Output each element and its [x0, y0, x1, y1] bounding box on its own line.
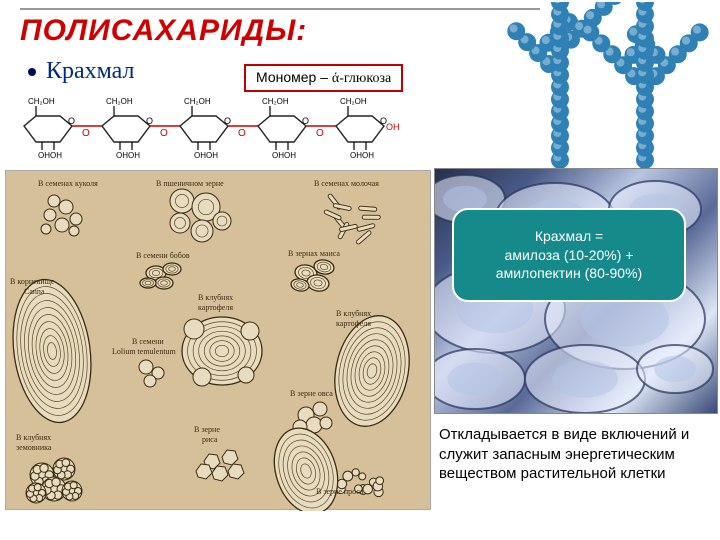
monomer-greek: ά-глюкоза — [332, 71, 391, 86]
svg-text:OH: OH — [272, 151, 284, 160]
svg-text:OH: OH — [284, 151, 296, 160]
grain-label: В клубнях — [198, 293, 233, 302]
grain-label: Lolium temulentum — [112, 347, 176, 356]
bullet-item: Крахмал — [28, 58, 135, 85]
callout-line-2: амилоза (10-20%) + — [505, 246, 634, 265]
bullet-dot-icon — [28, 68, 36, 76]
svg-text:O: O — [146, 116, 153, 126]
grain-label: риса — [202, 435, 217, 444]
svg-text:O: O — [68, 116, 75, 126]
svg-text:CH₂OH: CH₂OH — [106, 97, 133, 106]
svg-text:O: O — [238, 128, 246, 139]
svg-text:O: O — [316, 128, 324, 139]
grain-label: В зерне — [194, 425, 220, 434]
composition-callout: Крахмал = амилоза (10-20%) + амилопектин… — [452, 208, 686, 302]
svg-text:OH: OH — [116, 151, 128, 160]
title-rule — [20, 8, 540, 10]
grain-label: В зернах маиса — [288, 249, 340, 258]
svg-text:OH: OH — [50, 151, 62, 160]
svg-text:OH: OH — [194, 151, 206, 160]
grain-label: В семенах молочая — [314, 179, 379, 188]
page-title: ПОЛИСАХАРИДЫ: — [20, 14, 307, 48]
svg-text:CH₂OH: CH₂OH — [28, 97, 55, 106]
grain-label: В семенах куколя — [38, 179, 98, 188]
svg-text:OH: OH — [386, 122, 400, 132]
svg-text:OH: OH — [38, 151, 50, 160]
glucose-chain-diagram: O CH₂OH OH OH OO CH₂OH OH OH OO CH₂OH OH… — [6, 92, 486, 166]
svg-text:OH: OH — [362, 151, 374, 160]
svg-text:OH: OH — [206, 151, 218, 160]
grain-label: земовника — [16, 443, 51, 452]
starch-grains-illustration — [6, 171, 432, 511]
grain-label: В клубнях — [336, 309, 371, 318]
grain-label: В семени бобов — [136, 251, 190, 260]
grain-label: картофеля — [336, 319, 371, 328]
grain-label: картофеля — [198, 303, 233, 312]
svg-text:O: O — [302, 116, 309, 126]
svg-text:CH₂OH: CH₂OH — [184, 97, 211, 106]
grain-label: В зерне овса — [290, 389, 333, 398]
starch-grains-panel: В семенах куколя В корневищеCanna В семени… — [5, 170, 431, 510]
callout-line-3: амилопектин (80-90%) — [496, 264, 642, 283]
svg-text:O: O — [160, 128, 168, 139]
svg-text:OH: OH — [350, 151, 362, 160]
grain-label: Canna — [24, 287, 44, 296]
svg-text:O: O — [82, 128, 90, 139]
svg-text:CH₂OH: CH₂OH — [340, 97, 367, 106]
description-text: Откладывается в виде включений и служит … — [434, 420, 718, 538]
grain-label: В семени — [132, 337, 164, 346]
bullet-text: Крахмал — [46, 58, 135, 85]
grain-label: В зерне проса — [316, 487, 364, 496]
monomer-box: Мономер – ά-глюкоза — [244, 64, 403, 92]
grain-label: В корневище — [10, 277, 54, 286]
svg-text:OH: OH — [128, 151, 140, 160]
svg-text:O: O — [224, 116, 231, 126]
amylopectin-branch-diagram — [498, 2, 718, 168]
grain-label: В пшеничном зерне — [156, 179, 224, 188]
monomer-prefix: Мономер – — [256, 69, 332, 85]
svg-text:CH₂OH: CH₂OH — [262, 97, 289, 106]
callout-line-1: Крахмал = — [535, 227, 603, 246]
grain-label: В клубнях — [16, 433, 51, 442]
